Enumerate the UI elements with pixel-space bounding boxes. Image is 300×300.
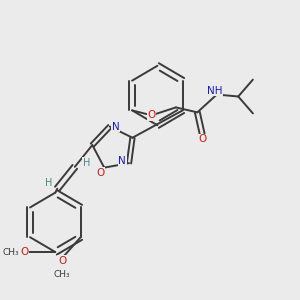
Text: CH₃: CH₃	[54, 270, 70, 279]
Text: N: N	[112, 122, 119, 132]
Text: N: N	[118, 156, 126, 166]
Text: O: O	[147, 110, 156, 120]
Text: O: O	[96, 168, 104, 178]
Text: NH: NH	[207, 85, 223, 96]
Text: O: O	[58, 256, 66, 266]
Text: O: O	[198, 134, 206, 144]
Text: H: H	[83, 158, 90, 168]
Text: O: O	[20, 247, 28, 257]
Text: CH₃: CH₃	[2, 248, 19, 256]
Text: H: H	[45, 178, 52, 188]
